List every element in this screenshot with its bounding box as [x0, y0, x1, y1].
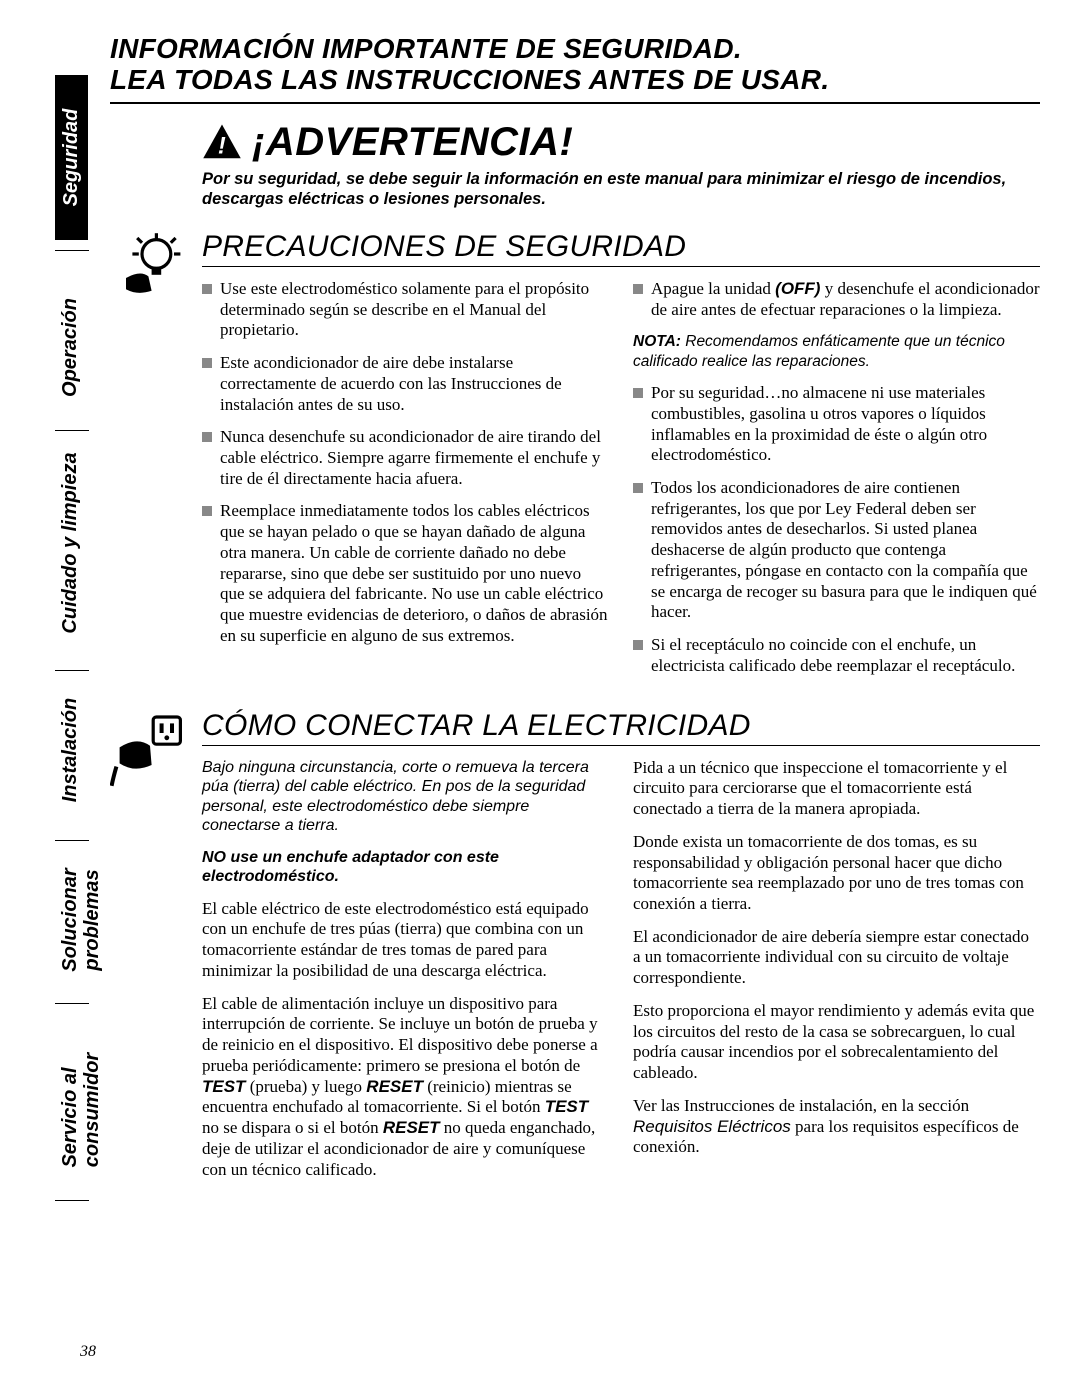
tab-problemas[interactable]: problemas: [77, 845, 108, 995]
para: Pida a un técnico que inspeccione el tom…: [633, 758, 1040, 820]
bold-text: RESET: [383, 1118, 440, 1137]
warning-triangle-icon: !: [202, 122, 242, 162]
section-title: PRECAUCIONES DE SEGURIDAD: [202, 230, 1040, 267]
tab-operacion[interactable]: Operación: [55, 275, 86, 420]
title-line2: LEA TODAS LAS INSTRUCCIONES ANTES DE USA…: [110, 65, 1040, 96]
tab-divider: [55, 840, 89, 841]
para: El cable eléctrico de este electrodomést…: [202, 899, 609, 982]
plug-hand-icon: [110, 709, 190, 789]
note-text: Recomendamos enfáticamente que un técnic…: [633, 333, 1005, 369]
bullet-item: Por su seguridad…no almacene ni use mate…: [633, 383, 1040, 466]
title-line1: INFORMACIÓN IMPORTANTE DE SEGURIDAD.: [110, 34, 1040, 65]
tab-label: Cuidado y limpieza: [55, 438, 86, 647]
columns: Use este electrodoméstico solamente para…: [202, 279, 1040, 689]
tab-divider: [55, 1200, 89, 1201]
text: Ver las Instrucciones de instalación, en…: [633, 1096, 969, 1115]
main-content: INFORMACIÓN IMPORTANTE DE SEGURIDAD. LEA…: [110, 34, 1040, 1192]
columns: Bajo ninguna circunstancia, corte o remu…: [202, 758, 1040, 1193]
section-electricidad: CÓMO CONECTAR LA ELECTRICIDAD Bajo ningu…: [110, 709, 1040, 1193]
section-precauciones: PRECAUCIONES DE SEGURIDAD Use este elect…: [110, 230, 1040, 689]
text: (prueba) y luego: [245, 1077, 366, 1096]
note: NOTA: Recomendamos enfáticamente que un …: [633, 332, 1040, 371]
para: Donde exista un tomacorriente de dos tom…: [633, 832, 1040, 915]
para: Esto proporciona el mayor rendimiento y …: [633, 1001, 1040, 1084]
col-left: Use este electrodoméstico solamente para…: [202, 279, 609, 689]
tab-instalacion[interactable]: Instalación: [55, 670, 86, 830]
text: El cable de alimentación incluye un disp…: [202, 994, 598, 1075]
warning-title: ! ¡ADVERTENCIA!: [202, 120, 1022, 165]
bold-text: TEST: [202, 1077, 245, 1096]
col-right: Apague la unidad (OFF) y desenchufe el a…: [633, 279, 1040, 689]
warning-subtitle: Por su seguridad, se debe seguir la info…: [202, 169, 1022, 210]
bullet-item: Si el receptáculo no coincide con el enc…: [633, 635, 1040, 676]
bullet-item: Todos los acondicionadores de aire conti…: [633, 478, 1040, 623]
warning-block: ! ¡ADVERTENCIA! Por su seguridad, se deb…: [202, 120, 1022, 210]
svg-text:!: !: [218, 132, 226, 159]
italic-text: Requisitos Eléctricos: [633, 1117, 791, 1136]
italic-para: Bajo ninguna circunstancia, corte o remu…: [202, 758, 609, 836]
tab-label: Seguridad: [56, 95, 87, 221]
note-label: NOTA:: [633, 333, 681, 350]
text: Apague la unidad: [651, 279, 775, 298]
page-number: 38: [80, 1343, 96, 1361]
bold-text: TEST: [545, 1097, 588, 1116]
tab-label: Operación: [55, 284, 86, 411]
section-body: PRECAUCIONES DE SEGURIDAD Use este elect…: [202, 230, 1040, 689]
bullet-item: Nunca desenchufe su acondicionador de ai…: [202, 427, 609, 489]
para: El cable de alimentación incluye un disp…: [202, 994, 609, 1181]
tab-label: consumidor: [77, 1039, 108, 1181]
bullet-item: Reemplace inmediatamente todos los cable…: [202, 501, 609, 646]
col-right: Pida a un técnico que inspeccione el tom…: [633, 758, 1040, 1193]
page-title: INFORMACIÓN IMPORTANTE DE SEGURIDAD. LEA…: [110, 34, 1040, 96]
tab-consumidor[interactable]: consumidor: [77, 1030, 108, 1190]
bullet-item: Use este electrodoméstico solamente para…: [202, 279, 609, 341]
tab-label: problemas: [77, 855, 108, 984]
text: no se dispara o si el botón: [202, 1118, 383, 1137]
section-title: CÓMO CONECTAR LA ELECTRICIDAD: [202, 709, 1040, 746]
para: Ver las Instrucciones de instalación, en…: [633, 1096, 1040, 1158]
lightbulb-hand-icon: [110, 230, 190, 310]
title-rule: [110, 102, 1040, 104]
para: El acondicionador de aire debería siempr…: [633, 927, 1040, 989]
sidebar: Seguridad Operación Cuidado y limpieza I…: [55, 40, 91, 1340]
bold-text: (OFF): [775, 279, 820, 298]
bullet-item: Apague la unidad (OFF) y desenchufe el a…: [633, 279, 1040, 320]
section-body: CÓMO CONECTAR LA ELECTRICIDAD Bajo ningu…: [202, 709, 1040, 1193]
warning-title-text: ¡ADVERTENCIA!: [252, 120, 573, 165]
tab-divider: [55, 1003, 89, 1004]
tab-divider: [55, 250, 89, 251]
tab-label: Instalación: [55, 684, 86, 816]
bold-text: RESET: [366, 1077, 423, 1096]
tab-seguridad[interactable]: Seguridad: [55, 75, 88, 240]
bold-italic-para: NO use un enchufe adaptador con este ele…: [202, 848, 609, 887]
tab-cuidado[interactable]: Cuidado y limpieza: [55, 428, 86, 658]
col-left: Bajo ninguna circunstancia, corte o remu…: [202, 758, 609, 1193]
bullet-item: Este acondicionador de aire debe instala…: [202, 353, 609, 415]
